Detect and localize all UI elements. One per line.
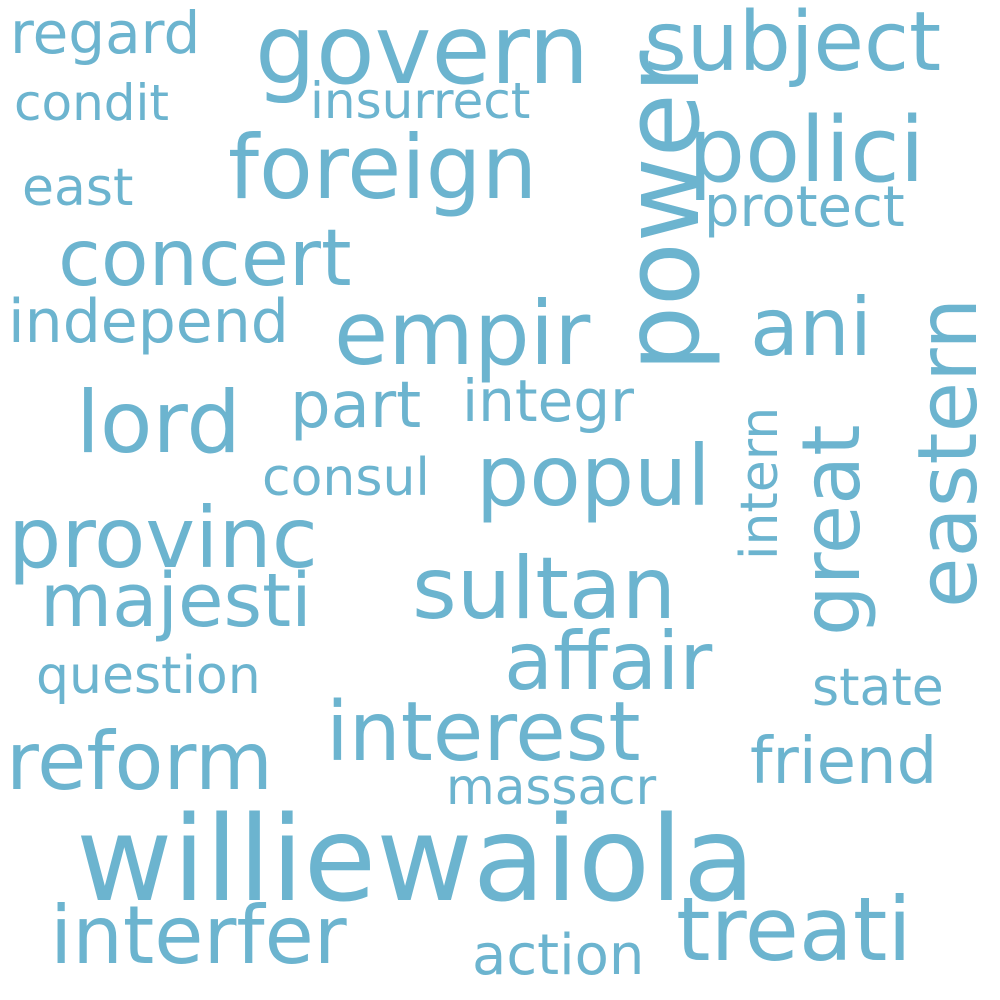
word-insurrect: insurrect (310, 72, 531, 130)
word-independ: independ (8, 287, 289, 357)
word-action: action (472, 923, 645, 988)
word-concert: concert (58, 214, 352, 304)
word-reform: reform (6, 715, 273, 808)
word-interfer: interfer (50, 889, 347, 982)
word-williewaiola: williewaiola (76, 790, 756, 928)
word-subject: subject (644, 0, 942, 90)
word-majesti: majesti (40, 558, 312, 644)
word-state: state (812, 658, 944, 718)
word-foreign: foreign (228, 116, 538, 219)
word-treati: treati (676, 878, 912, 981)
word-integr: integr (462, 367, 634, 435)
word-eastern: eastern (901, 297, 996, 608)
word-question: question (36, 646, 261, 706)
word-ani: ani (750, 281, 872, 374)
word-condit: condit (14, 74, 170, 132)
word-power: power (601, 50, 723, 372)
word-empir: empir (334, 282, 591, 385)
word-popul: popul (476, 427, 711, 525)
word-great: great (785, 424, 878, 636)
word-interest: interest (326, 685, 641, 780)
word-regard: regard (10, 0, 201, 67)
word-affair: affair (504, 615, 713, 708)
word-provinc: provinc (8, 489, 318, 587)
word-friend: friend (750, 725, 938, 799)
word-lord: lord (76, 373, 241, 473)
word-consul: consul (262, 448, 430, 508)
word-massacr: massacr (446, 758, 657, 816)
word-sultan: sultan (412, 539, 677, 639)
word-govern: govern (255, 0, 590, 106)
word-part: part (290, 369, 422, 443)
word-protect: protect (704, 175, 905, 240)
word-polici: polici (688, 98, 925, 203)
word-intern: intern (730, 406, 790, 560)
word-east: east (22, 158, 134, 218)
